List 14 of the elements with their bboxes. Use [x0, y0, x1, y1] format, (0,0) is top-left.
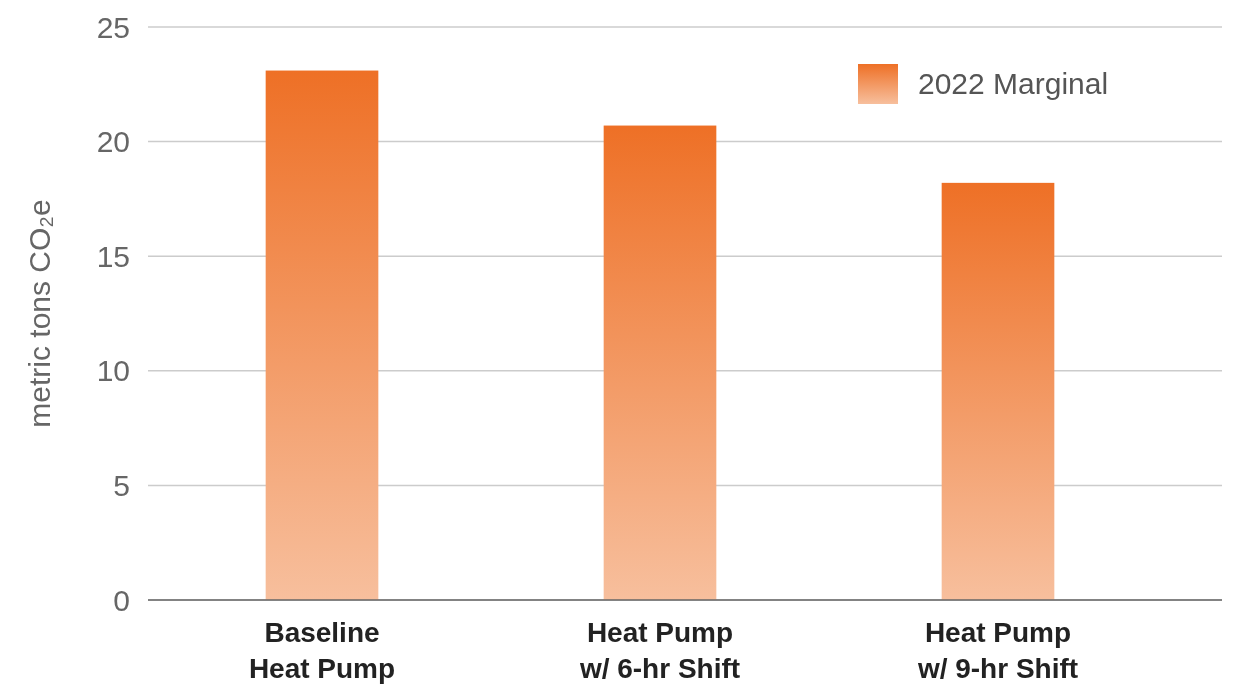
bar [265, 70, 379, 600]
bar [603, 125, 717, 600]
y-tick-label: 5 [113, 468, 130, 502]
y-tick-label: 10 [96, 354, 130, 388]
x-tick-label: Heat Pump w/ 6-hr Shift [578, 617, 741, 684]
legend-label: 2022 Marginal [918, 67, 1109, 100]
bar [941, 182, 1055, 600]
y-axis-title: metric tons CO₂e [23, 199, 56, 428]
y-tick-label: 20 [96, 125, 130, 159]
y-tick-label: 25 [96, 10, 130, 44]
x-tick-label: Baseline Heat Pump [248, 617, 396, 684]
x-tick-label: Heat Pump w/ 9-hr Shift [916, 617, 1079, 684]
y-tick-label: 0 [113, 583, 130, 617]
y-tick-label: 15 [96, 239, 130, 273]
